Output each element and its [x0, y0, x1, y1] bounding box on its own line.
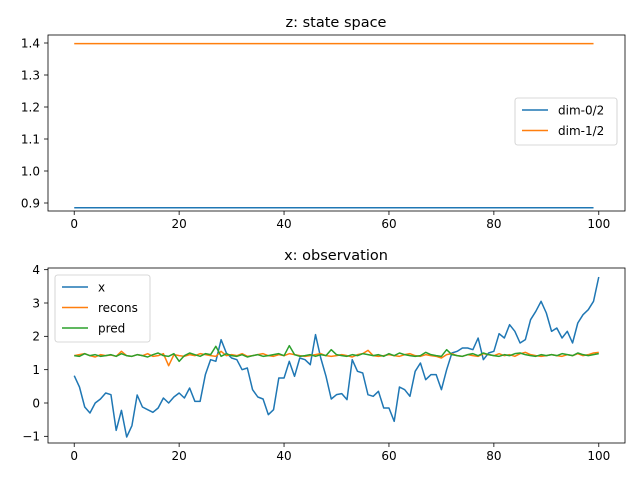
x-tick-label: 80 — [486, 449, 501, 463]
legend-label: dim-0/2 — [558, 103, 604, 117]
x-tick-label: 20 — [171, 449, 186, 463]
panel-observation: x: observation 0 20 40 60 80 100 −1 0 1 2 3 4 x rec… — [22, 248, 626, 463]
y-tick-label: 3 — [32, 296, 40, 310]
y-tick-label: 0.9 — [21, 196, 40, 210]
x-tick-label: 0 — [70, 449, 78, 463]
x-tick-label: 60 — [381, 217, 396, 231]
y-axis-ticks-observation: −1 0 1 2 3 4 — [22, 263, 48, 444]
series-lines-observation — [73, 276, 600, 438]
series-line-pred — [74, 344, 599, 363]
y-tick-label: 0 — [32, 396, 40, 410]
legend-frame — [54, 274, 151, 343]
plot-area-state-space — [47, 34, 626, 212]
y-tick-label: 1 — [32, 363, 40, 377]
y-tick-label: 1.0 — [21, 164, 40, 178]
legend-observation: x recons pred — [54, 274, 151, 343]
x-tick-label: 100 — [587, 449, 610, 463]
legend-label: dim-1/2 — [558, 124, 604, 138]
y-tick-label: 4 — [32, 263, 40, 277]
y-tick-label: −1 — [22, 430, 40, 444]
series-lines-state-space — [74, 42, 594, 209]
y-tick-label: 1.2 — [21, 100, 40, 114]
chart-title-observation: x: observation — [284, 248, 388, 264]
x-axis-ticks-observation: 0 20 40 60 80 100 — [70, 443, 610, 463]
chart-title-state-space: z: state space — [286, 15, 387, 31]
x-tick-label: 20 — [171, 217, 186, 231]
plot-area-observation — [47, 267, 626, 444]
x-axis-ticks-state-space: 0 20 40 60 80 100 — [70, 211, 610, 231]
x-tick-label: 0 — [70, 217, 78, 231]
x-tick-label: 60 — [381, 449, 396, 463]
legend-label: pred — [98, 321, 125, 335]
y-tick-label: 1.3 — [21, 68, 40, 82]
y-tick-label: 2 — [32, 330, 40, 344]
x-tick-label: 40 — [276, 449, 291, 463]
panel-state-space: z: state space 0 20 40 60 80 100 0.9 1.0 1.1 1.2… — [21, 15, 626, 231]
legend-state-space: dim-0/2 dim-1/2 — [514, 97, 618, 146]
legend-label: x — [98, 280, 105, 294]
x-tick-label: 100 — [587, 217, 610, 231]
y-tick-label: 1.1 — [21, 132, 40, 146]
x-tick-label: 40 — [276, 217, 291, 231]
legend-label: recons — [98, 301, 138, 315]
series-line-x — [73, 276, 600, 438]
y-tick-label: 1.4 — [21, 36, 40, 50]
y-axis-ticks-state-space: 0.9 1.0 1.1 1.2 1.3 1.4 — [21, 36, 48, 210]
x-tick-label: 80 — [486, 217, 501, 231]
